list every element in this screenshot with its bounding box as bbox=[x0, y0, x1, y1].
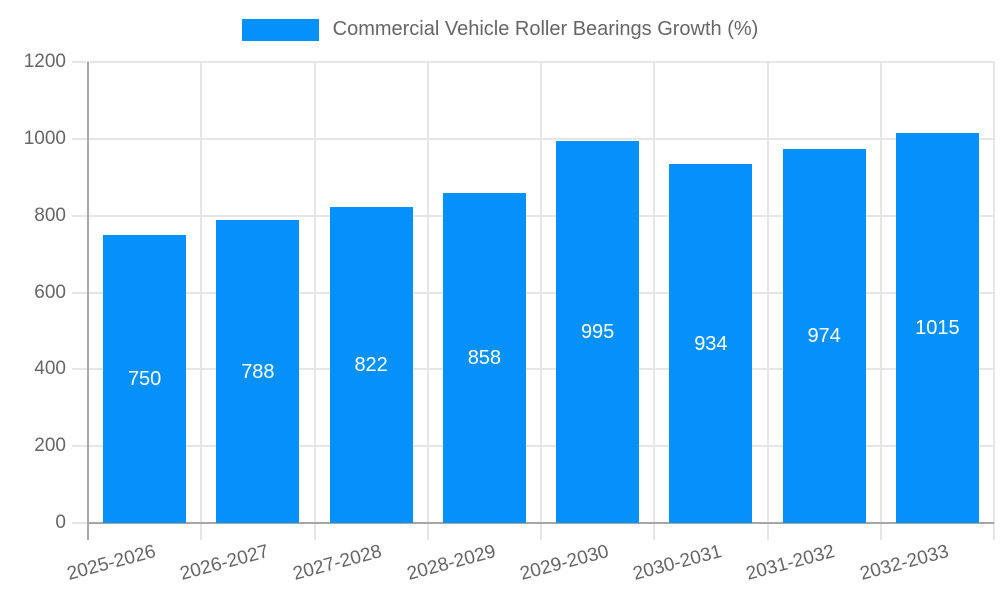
x-tick-label: 2032-2033 bbox=[857, 541, 951, 585]
x-gridline bbox=[200, 62, 203, 523]
x-gridline bbox=[993, 62, 995, 523]
x-axis-tick bbox=[540, 523, 542, 540]
y-axis-tick bbox=[72, 214, 88, 217]
x-tick-label: 2025-2026 bbox=[64, 541, 158, 585]
y-tick-label: 400 bbox=[34, 358, 66, 380]
x-gridline bbox=[426, 62, 429, 523]
x-tick-label: 2030-2031 bbox=[630, 541, 725, 585]
x-axis-tick bbox=[766, 523, 769, 540]
bar: 1015 bbox=[895, 133, 979, 523]
x-gridline bbox=[653, 62, 656, 523]
y-tick-label: 200 bbox=[34, 435, 66, 457]
y-axis-tick bbox=[72, 61, 88, 63]
x-axis-line bbox=[88, 522, 994, 524]
bar-value-label: 1015 bbox=[915, 317, 960, 340]
x-tick-label: 2027-2028 bbox=[291, 541, 385, 585]
bar-value-label: 934 bbox=[694, 332, 728, 355]
y-axis-tick bbox=[72, 522, 88, 524]
y-tick-label: 600 bbox=[34, 281, 66, 303]
y-tick-label: 1000 bbox=[23, 127, 66, 149]
bar: 974 bbox=[782, 148, 866, 523]
x-axis-tick bbox=[200, 523, 203, 540]
bar-value-label: 788 bbox=[241, 360, 275, 383]
x-axis-tick bbox=[879, 523, 882, 540]
y-axis-tick bbox=[72, 291, 88, 294]
bar: 995 bbox=[556, 140, 640, 523]
y-axis-tick bbox=[72, 445, 88, 448]
legend-swatch[interactable] bbox=[241, 18, 319, 41]
x-gridline bbox=[879, 62, 882, 523]
x-axis-tick bbox=[313, 523, 316, 540]
bar: 822 bbox=[329, 207, 413, 523]
bar: 934 bbox=[669, 164, 753, 523]
bar-value-label: 822 bbox=[354, 354, 388, 377]
y-axis-tick bbox=[72, 137, 88, 140]
x-tick-label: 2026-2027 bbox=[177, 541, 272, 585]
legend-title-label: Commercial Vehicle Roller Bearings Growt… bbox=[332, 18, 759, 40]
y-tick-label: 800 bbox=[34, 204, 66, 226]
bar: 858 bbox=[442, 193, 526, 523]
chart-legend[interactable]: Commercial Vehicle Roller Bearings Growt… bbox=[0, 18, 1000, 41]
x-tick-label: 2031-2032 bbox=[744, 541, 838, 585]
bar: 788 bbox=[216, 220, 300, 523]
bar-value-label: 995 bbox=[580, 320, 615, 343]
x-axis-tick bbox=[426, 523, 429, 540]
y-tick-label: 1200 bbox=[23, 51, 66, 72]
bar-value-label: 750 bbox=[127, 367, 162, 390]
y-axis-tick bbox=[72, 368, 88, 371]
x-gridline bbox=[766, 62, 769, 523]
x-tick-label: 2029-2030 bbox=[517, 541, 611, 585]
y-tick-label: 0 bbox=[55, 512, 66, 533]
y-axis-line bbox=[87, 62, 89, 540]
x-axis-tick bbox=[653, 523, 656, 540]
bar: 750 bbox=[103, 234, 187, 523]
x-gridline bbox=[540, 62, 542, 523]
x-axis-tick bbox=[993, 523, 995, 540]
x-tick-label: 2028-2029 bbox=[404, 541, 498, 585]
bar-value-label: 858 bbox=[467, 347, 502, 370]
x-gridline bbox=[313, 62, 316, 523]
bar-value-label: 974 bbox=[807, 324, 841, 347]
